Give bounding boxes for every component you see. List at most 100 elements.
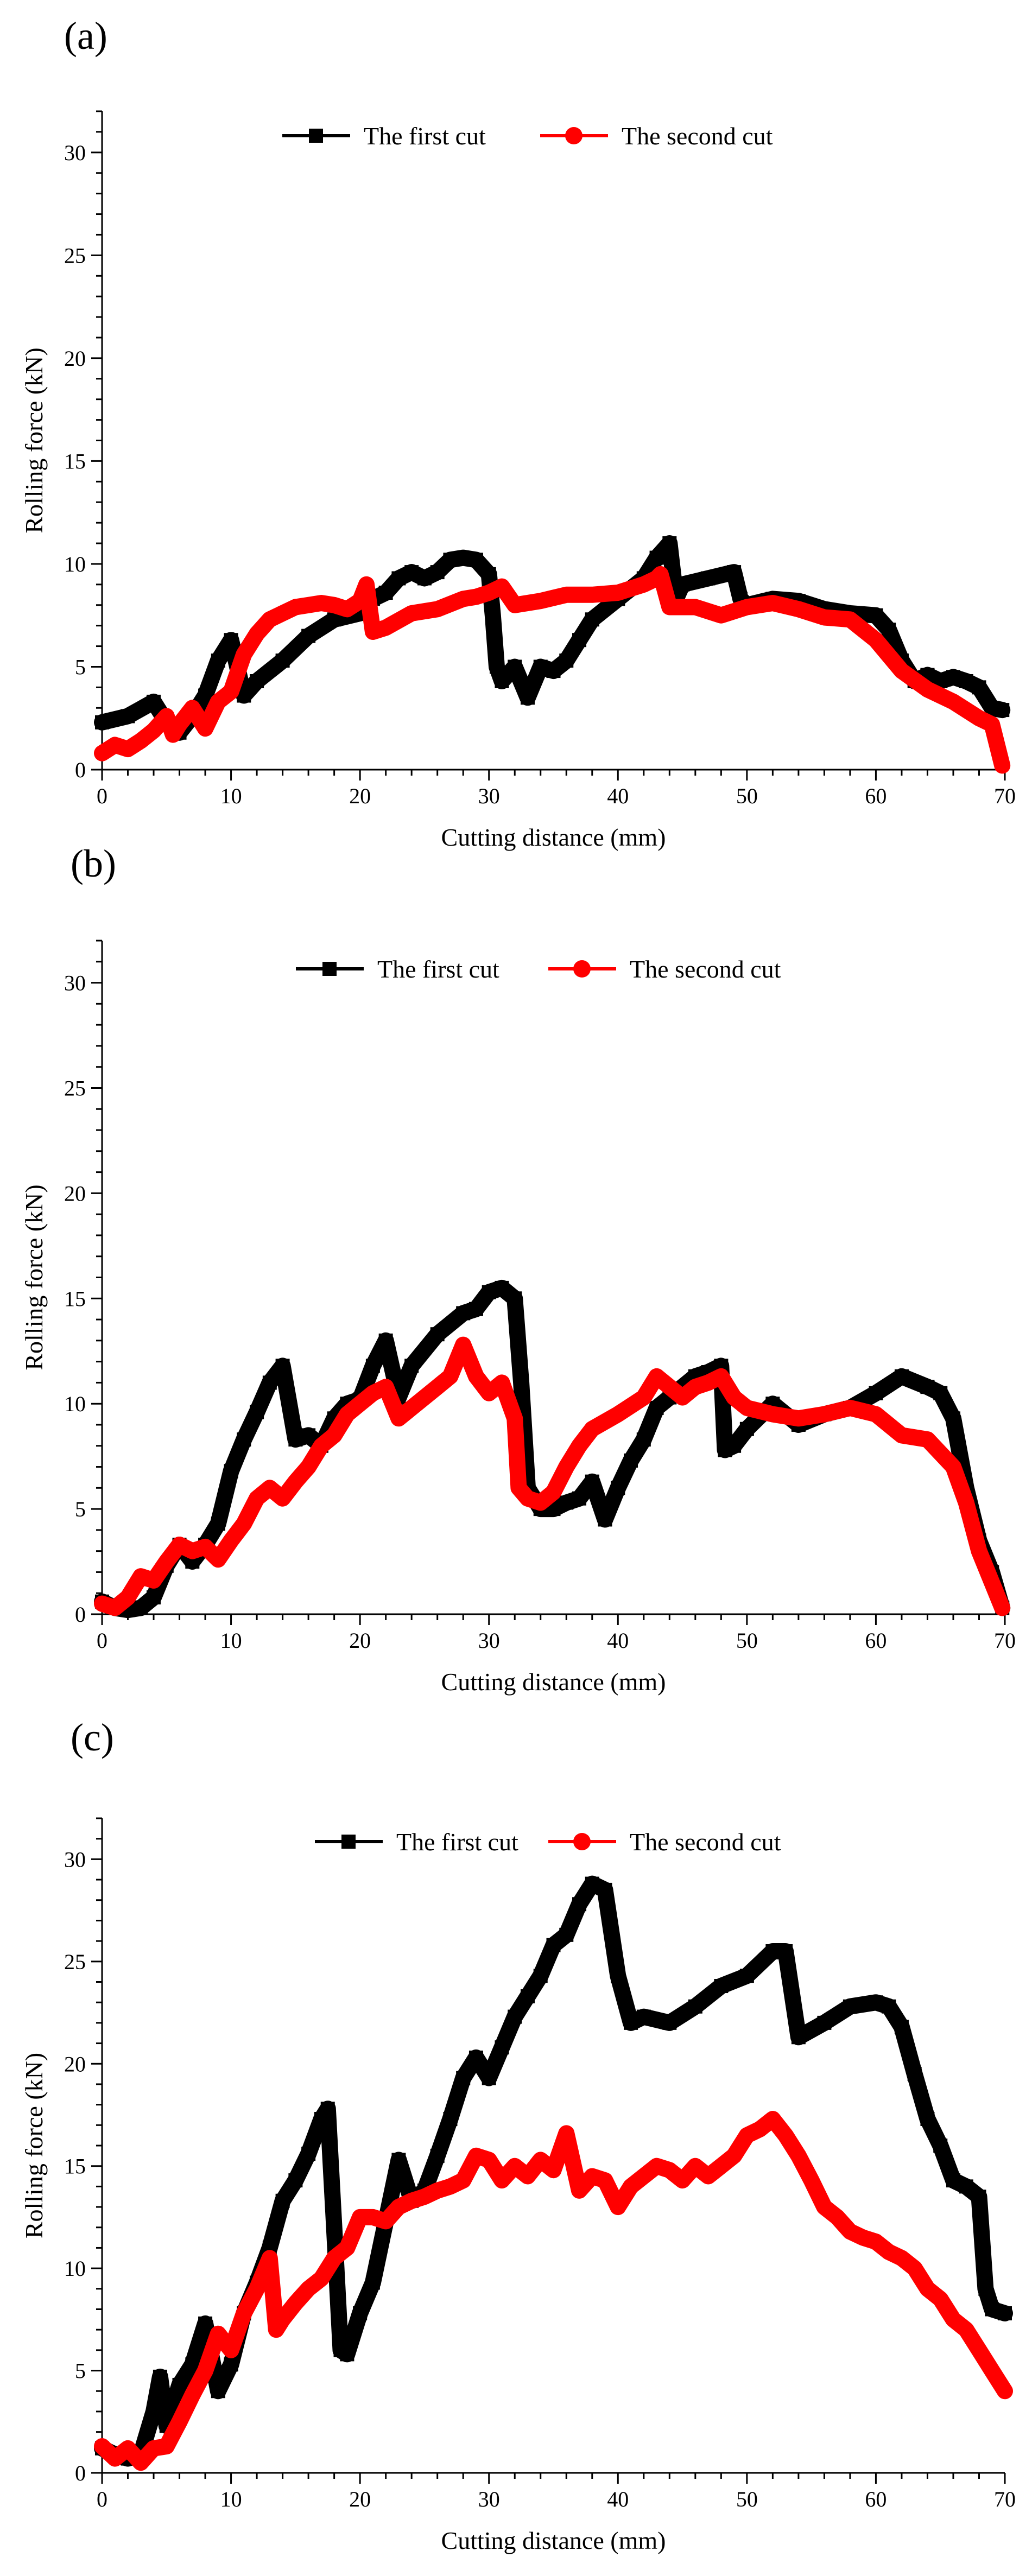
data-point	[288, 599, 303, 615]
y-tick-label: 15	[64, 449, 86, 473]
legend-label: The first cut	[396, 1828, 518, 1856]
data-point	[624, 2015, 638, 2030]
data-point	[275, 1490, 290, 1506]
data-point	[365, 624, 381, 640]
data-point	[430, 2148, 445, 2163]
data-point	[972, 2190, 986, 2204]
data-point	[223, 683, 239, 699]
legend-label: The second cut	[630, 955, 781, 983]
data-point	[249, 1490, 265, 1506]
data-point	[224, 633, 238, 648]
x-tick-label: 10	[220, 2487, 242, 2511]
legend-marker-circle	[573, 1833, 591, 1850]
data-point	[391, 2153, 406, 2167]
data-point	[559, 1495, 574, 1510]
data-point	[611, 1969, 625, 1983]
panel-label: (c)	[71, 1716, 114, 1759]
data-point	[726, 1389, 742, 1405]
chart-panel-3: (c) 0 10 20 30 40 50 60 70 0 5 10 15 20 25 30 Cutting di…	[20, 1716, 1016, 2554]
data-point	[765, 1944, 780, 1958]
data-point	[675, 2173, 691, 2188]
data-point	[320, 2102, 335, 2116]
data-point	[727, 565, 742, 580]
data-point	[559, 1459, 574, 1475]
data-point	[495, 674, 509, 689]
data-point	[211, 2384, 225, 2399]
x-axis-title: Cutting distance (mm)	[441, 1668, 666, 1696]
data-point	[907, 2067, 922, 2082]
data-point	[662, 536, 677, 551]
data-point	[584, 2168, 600, 2184]
data-point	[313, 1438, 329, 1454]
data-point	[662, 1379, 678, 1395]
data-point	[262, 1480, 277, 1496]
data-point	[803, 2173, 819, 2188]
data-point	[713, 1368, 729, 1384]
data-point	[790, 1411, 806, 1426]
data-point	[688, 1999, 702, 2014]
data-point	[998, 2306, 1012, 2321]
data-point	[765, 2111, 781, 2127]
y-axis-title: Rolling force (kN)	[20, 2053, 48, 2238]
data-point	[339, 601, 355, 617]
data-point	[482, 567, 496, 581]
data-point	[700, 2168, 716, 2184]
data-point	[159, 2439, 174, 2454]
data-point	[597, 2173, 613, 2188]
data-point	[313, 2270, 329, 2286]
data-point	[301, 2147, 316, 2161]
data-point	[442, 1368, 458, 1384]
data-point	[468, 1368, 484, 1384]
data-point	[404, 1359, 419, 1373]
data-point	[713, 607, 729, 623]
data-point	[945, 2312, 961, 2327]
data-point	[700, 1375, 716, 1391]
x-tick-label: 0	[97, 2487, 107, 2511]
data-point	[984, 716, 1000, 732]
data-point	[636, 1432, 651, 1447]
chart-panel-2: (b) 0 10 20 30 40 50 60 70 0 5 10 15 20 25 30 Cutting di…	[20, 842, 1016, 1696]
x-tick-label: 50	[736, 2487, 758, 2511]
data-point	[971, 2342, 987, 2358]
x-tick-label: 0	[97, 784, 107, 808]
data-point	[649, 1368, 664, 1384]
data-point	[610, 1406, 626, 1422]
data-point	[855, 2230, 871, 2245]
data-point	[869, 1995, 883, 2010]
data-point	[391, 1411, 407, 1426]
data-point	[301, 629, 316, 643]
y-tick-label: 0	[75, 758, 86, 782]
data-point	[95, 715, 109, 729]
data-point	[508, 1291, 522, 1306]
data-point	[971, 710, 987, 726]
data-point	[585, 1474, 599, 1489]
data-point	[429, 2182, 445, 2198]
panel-label: (a)	[64, 14, 107, 58]
data-point	[94, 745, 110, 761]
series-second-cut	[94, 1336, 1011, 1616]
data-point	[378, 1379, 394, 1395]
data-point	[842, 1400, 858, 1416]
data-point	[778, 1944, 793, 1958]
x-tick-label: 0	[97, 1628, 107, 1653]
series-line	[94, 1279, 1011, 1619]
data-point	[275, 2193, 290, 2208]
data-point	[653, 566, 668, 582]
x-axis-title: Cutting distance (mm)	[441, 2527, 666, 2554]
data-point	[714, 1979, 729, 1994]
data-point	[945, 1459, 961, 1475]
data-point	[623, 2179, 639, 2194]
data-point	[546, 664, 561, 678]
data-point	[326, 2250, 342, 2266]
data-point	[456, 550, 471, 565]
data-point	[546, 2162, 561, 2178]
data-point	[159, 1554, 174, 1570]
data-point	[985, 2302, 999, 2317]
data-point	[752, 2121, 768, 2137]
data-point	[765, 1406, 781, 1422]
data-point	[520, 2168, 535, 2184]
x-axis-title: Cutting distance (mm)	[441, 823, 666, 851]
data-point	[250, 1405, 264, 1419]
data-point	[495, 1280, 509, 1295]
